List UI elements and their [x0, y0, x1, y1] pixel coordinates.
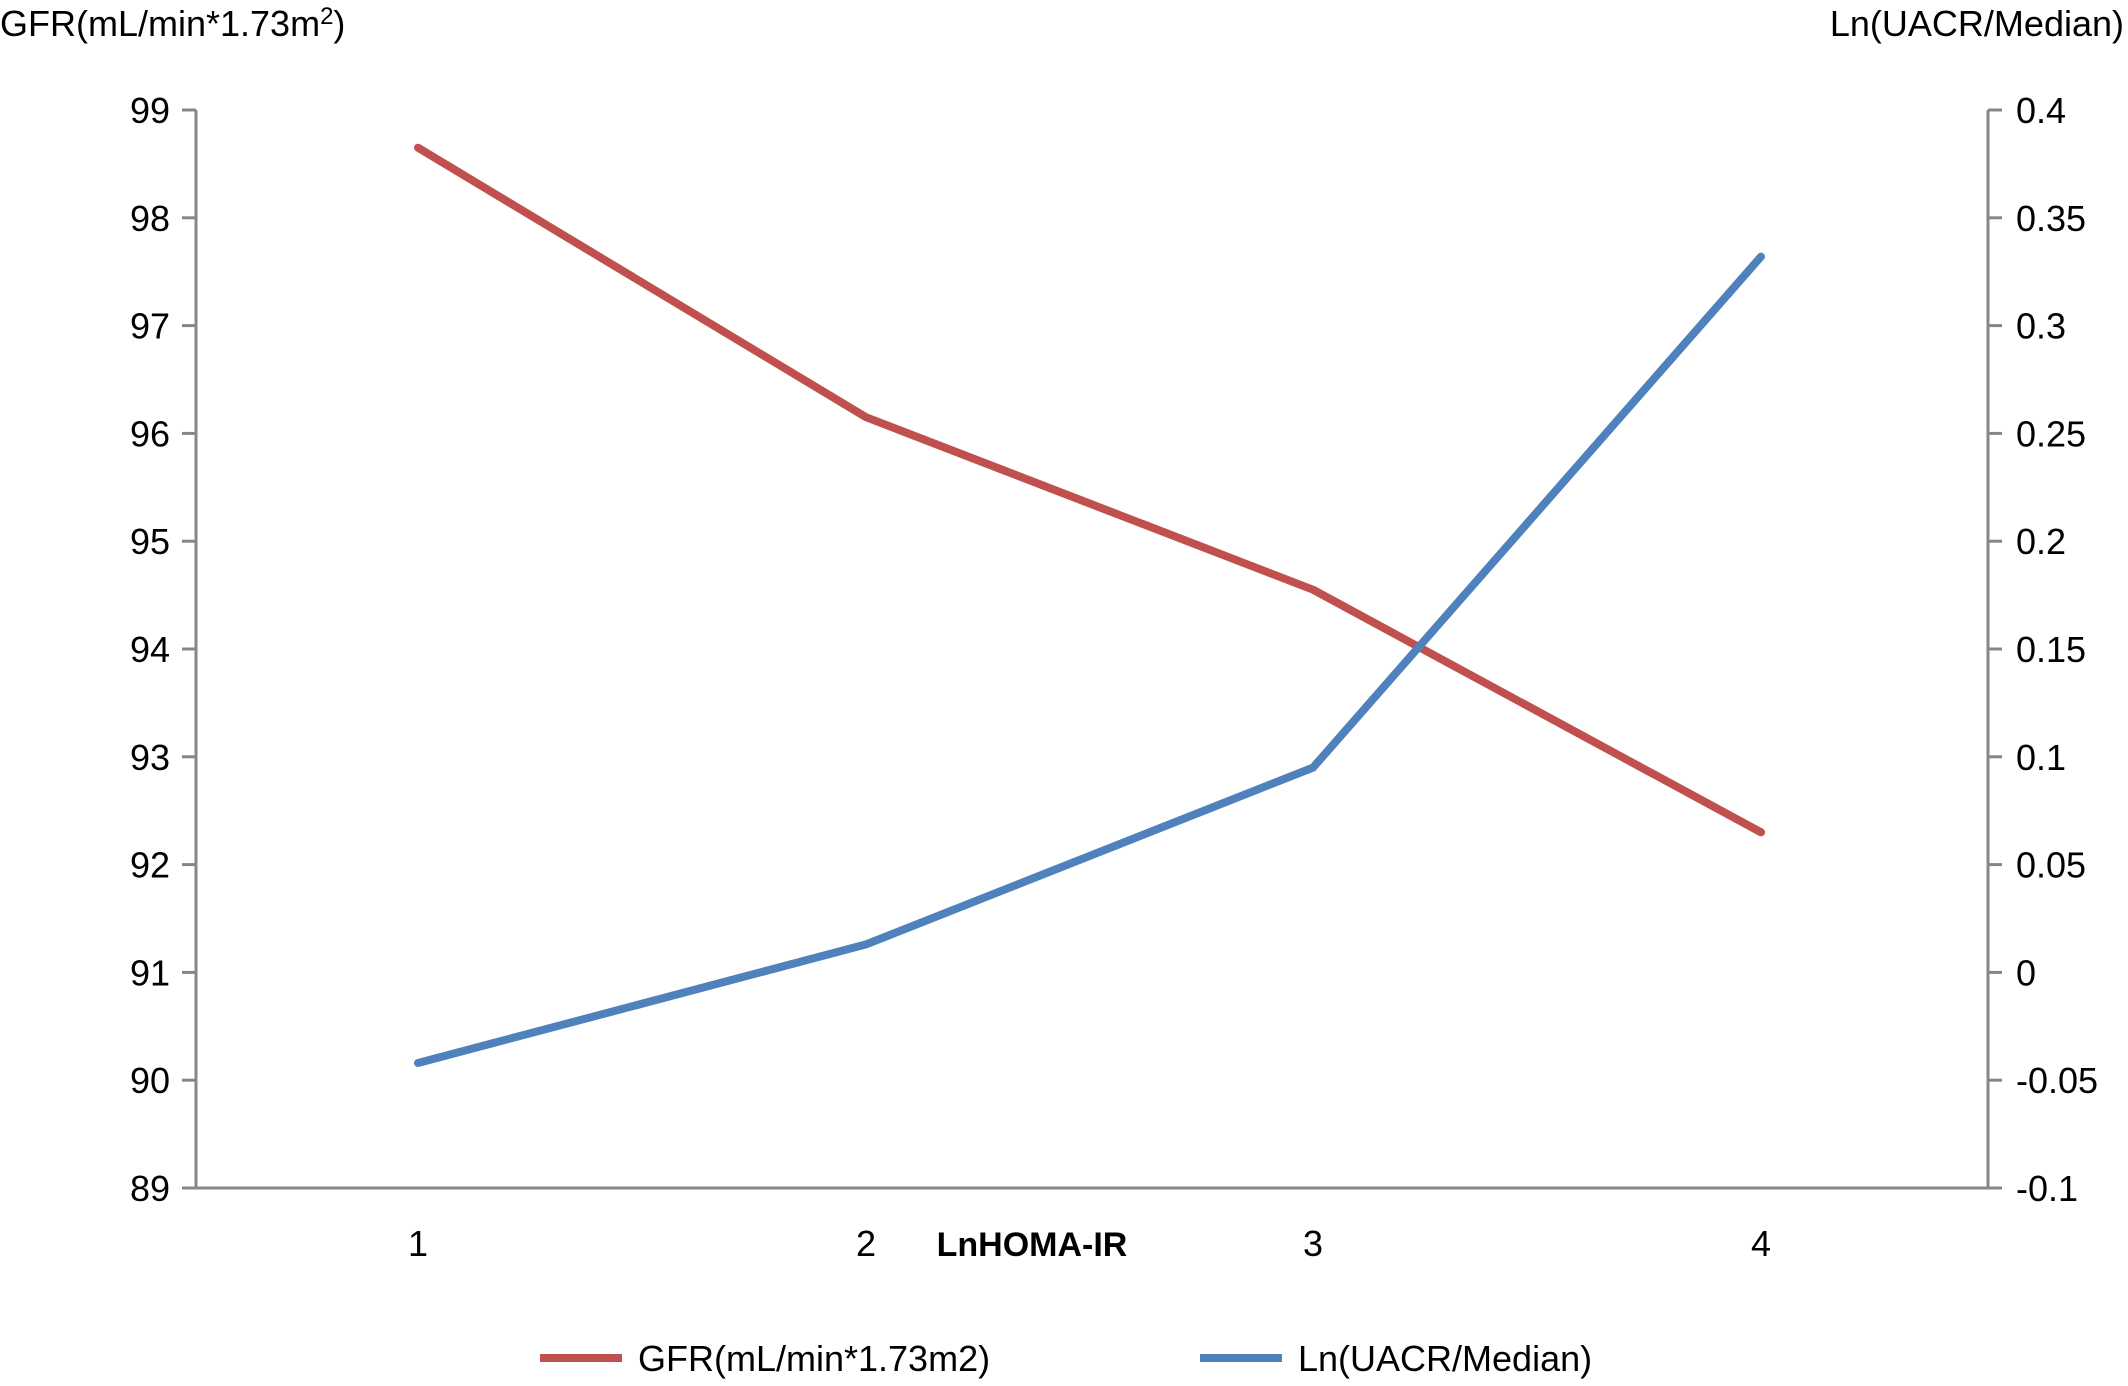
left-tick-label: 98	[130, 198, 170, 239]
left-tick-label: 92	[130, 845, 170, 886]
left-y-axis-title: GFR(mL/min*1.73m2)	[0, 3, 345, 44]
left-tick-label: 95	[130, 521, 170, 562]
left-tick-label: 90	[130, 1060, 170, 1101]
x-axis-title: LnHOMA-IR	[937, 1226, 1128, 1264]
right-tick-label: 0.15	[2016, 629, 2086, 670]
left-tick-label: 99	[130, 90, 170, 131]
legend: GFR(mL/min*1.73m2) Ln(UACR/Median)	[540, 1338, 1592, 1379]
x-tick-label: 1	[408, 1223, 428, 1264]
series-line-uacr	[414, 252, 1765, 1067]
legend-label-gfr: GFR(mL/min*1.73m2)	[638, 1338, 990, 1379]
left-tick-label: 94	[130, 629, 170, 670]
right-tick-label: 0.2	[2016, 521, 2066, 562]
x-axis-ticks: 1 2 3 4	[408, 1223, 1771, 1264]
left-y-axis-ticks: 89 90 91 92 93 94 95 96 97 98 99	[130, 90, 196, 1209]
right-tick-label: 0.3	[2016, 306, 2066, 347]
right-tick-label: 0.35	[2016, 198, 2086, 239]
right-y-axis-title: Ln(UACR/Median)	[1830, 3, 2124, 44]
legend-label-uacr: Ln(UACR/Median)	[1298, 1338, 1592, 1379]
right-tick-label: 0.05	[2016, 845, 2086, 886]
series-lines	[414, 143, 1765, 1067]
right-tick-label: 0	[2016, 952, 2036, 993]
left-tick-label: 96	[130, 413, 170, 454]
left-tick-label: 91	[130, 952, 170, 993]
x-tick-label: 4	[1751, 1223, 1771, 1264]
left-tick-label: 97	[130, 306, 170, 347]
left-tick-label: 89	[130, 1168, 170, 1209]
right-tick-label: -0.05	[2016, 1060, 2098, 1101]
left-y-axis-title-superscript: 2	[320, 3, 333, 30]
x-tick-label: 2	[856, 1223, 876, 1264]
right-tick-label: -0.1	[2016, 1168, 2078, 1209]
series-line-gfr	[414, 143, 1765, 837]
right-y-axis-ticks: -0.1 -0.05 0 0.05 0.1 0.15 0.2 0.25 0.3 0.35 0.4	[1988, 90, 2098, 1209]
right-tick-label: 0.1	[2016, 737, 2066, 778]
right-tick-label: 0.25	[2016, 413, 2086, 454]
x-tick-label: 3	[1303, 1223, 1323, 1264]
left-tick-label: 93	[130, 737, 170, 778]
right-tick-label: 0.4	[2016, 90, 2066, 131]
